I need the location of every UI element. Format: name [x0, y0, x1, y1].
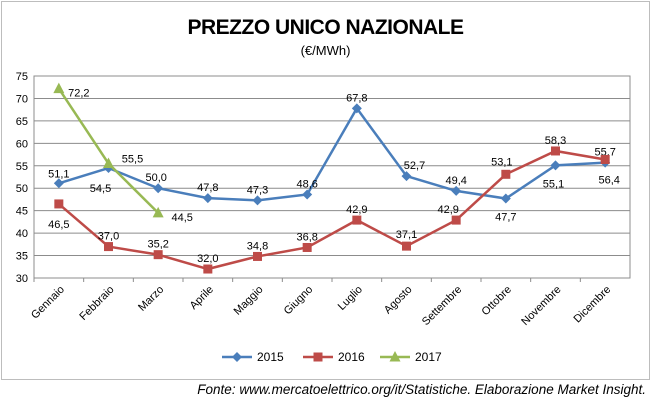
data-label-2016: 37,0	[98, 231, 119, 243]
data-label-2016: 53,1	[491, 156, 512, 168]
data-point-2015	[550, 160, 561, 171]
data-label-2016: 35,2	[147, 239, 168, 251]
data-label-2015: 50,0	[145, 172, 166, 184]
data-point-2017	[53, 82, 65, 94]
data-label-2016: 34,8	[247, 240, 268, 252]
data-label-2016: 58,3	[545, 135, 566, 147]
y-tick-label: 30	[16, 273, 28, 285]
x-tick-label: Febbraio	[77, 284, 116, 323]
data-point-2016	[203, 264, 213, 274]
x-tick-label: Ottobre	[480, 284, 514, 318]
data-point-2016	[551, 146, 560, 156]
data-label-2016: 36,8	[296, 231, 317, 243]
data-label-2015: 47,7	[495, 212, 516, 224]
y-tick-label: 75	[16, 71, 28, 83]
y-tick-label: 60	[16, 138, 28, 150]
data-label-2016: 46,5	[48, 219, 69, 231]
data-point-2016	[352, 215, 362, 225]
data-label-2015: 47,3	[247, 184, 268, 196]
y-tick-label: 65	[16, 116, 28, 128]
chart-title: PREZZO UNICO NAZIONALE	[187, 16, 465, 39]
data-point-2016	[302, 242, 312, 252]
data-label-2015: 52,7	[404, 160, 425, 172]
data-point-2016	[54, 199, 64, 209]
data-point-2016	[104, 242, 113, 252]
chart-subtitle: (€/MWh)	[300, 43, 351, 58]
y-tick-label: 40	[16, 228, 28, 240]
y-tick-label: 55	[16, 161, 28, 173]
y-tick-label: 35	[16, 251, 28, 263]
x-tick-label: Novembre	[519, 284, 563, 328]
legend-label: 2015	[257, 350, 284, 364]
legend-label: 2017	[415, 350, 442, 364]
data-point-2016	[501, 169, 511, 179]
data-point-2015	[202, 193, 213, 204]
data-point-2016	[253, 251, 262, 261]
data-label-2015: 51,1	[48, 168, 69, 180]
data-point-2015	[451, 185, 462, 196]
data-label-2015: 67,8	[346, 92, 367, 104]
data-point-2015	[351, 103, 362, 114]
data-label-2017: 72,2	[68, 88, 89, 100]
data-label-2015: 47,8	[197, 182, 218, 194]
data-label-2016: 42,9	[346, 204, 367, 216]
data-label-2015: 55,1	[543, 178, 564, 190]
legend-label: 2016	[338, 350, 365, 364]
data-point-2017	[152, 206, 164, 218]
data-label-2016: 37,1	[396, 229, 417, 241]
legend-marker	[232, 352, 242, 362]
data-point-2017	[103, 157, 114, 169]
x-tick-label: Marzo	[136, 284, 166, 314]
data-label-2015: 55,7	[594, 147, 615, 159]
data-point-2016	[153, 250, 163, 260]
data-label-2016: 42,9	[437, 204, 458, 216]
data-label-2016: 56,4	[598, 174, 619, 186]
data-label-2015: 49,4	[445, 175, 466, 187]
data-label-2016: 32,0	[197, 253, 218, 265]
x-tick-label: Agosto	[382, 284, 415, 317]
series-line-2015	[58, 106, 606, 202]
line-chart: 30 35 40 45 50 55 60 65 70 75 Gennaio Febbraio Marzo…	[16, 71, 631, 364]
data-label-2015: 48,6	[296, 179, 317, 191]
x-tick-label: Gennaio	[29, 284, 67, 322]
legend-marker	[389, 351, 401, 362]
data-point-2016	[402, 241, 411, 251]
x-tick-label: Settembre	[420, 284, 464, 328]
source-note: Fonte: www.mercatoelettrico.org/it/Stati…	[197, 382, 646, 397]
data-point-2016	[451, 215, 461, 225]
x-tick-label: Giugno	[282, 284, 316, 318]
x-tick-label: Aprile	[188, 284, 216, 312]
x-tick-label: Luglio	[336, 284, 365, 313]
data-label-2017: 44,5	[171, 212, 192, 224]
y-tick-label: 50	[16, 183, 28, 195]
legend-marker	[313, 352, 323, 362]
data-label-2017: 55,5	[122, 154, 143, 166]
series-line-2016	[58, 149, 606, 271]
data-label-2015: 54,5	[90, 183, 111, 195]
data-point-2016	[600, 154, 610, 164]
data-point-2015	[153, 183, 164, 194]
data-point-2015	[252, 195, 263, 206]
x-tick-label: Dicembre	[572, 284, 614, 326]
data-point-2015	[302, 189, 313, 200]
x-tick-label: Maggio	[232, 284, 266, 318]
data-point-2015	[500, 193, 511, 204]
data-point-2015	[401, 171, 412, 182]
y-tick-label: 70	[16, 93, 28, 105]
y-tick-label: 45	[16, 206, 28, 218]
data-point-2015	[53, 178, 64, 189]
chart-frame: PREZZO UNICO NAZIONALE (€/MWh)	[1, 1, 650, 380]
